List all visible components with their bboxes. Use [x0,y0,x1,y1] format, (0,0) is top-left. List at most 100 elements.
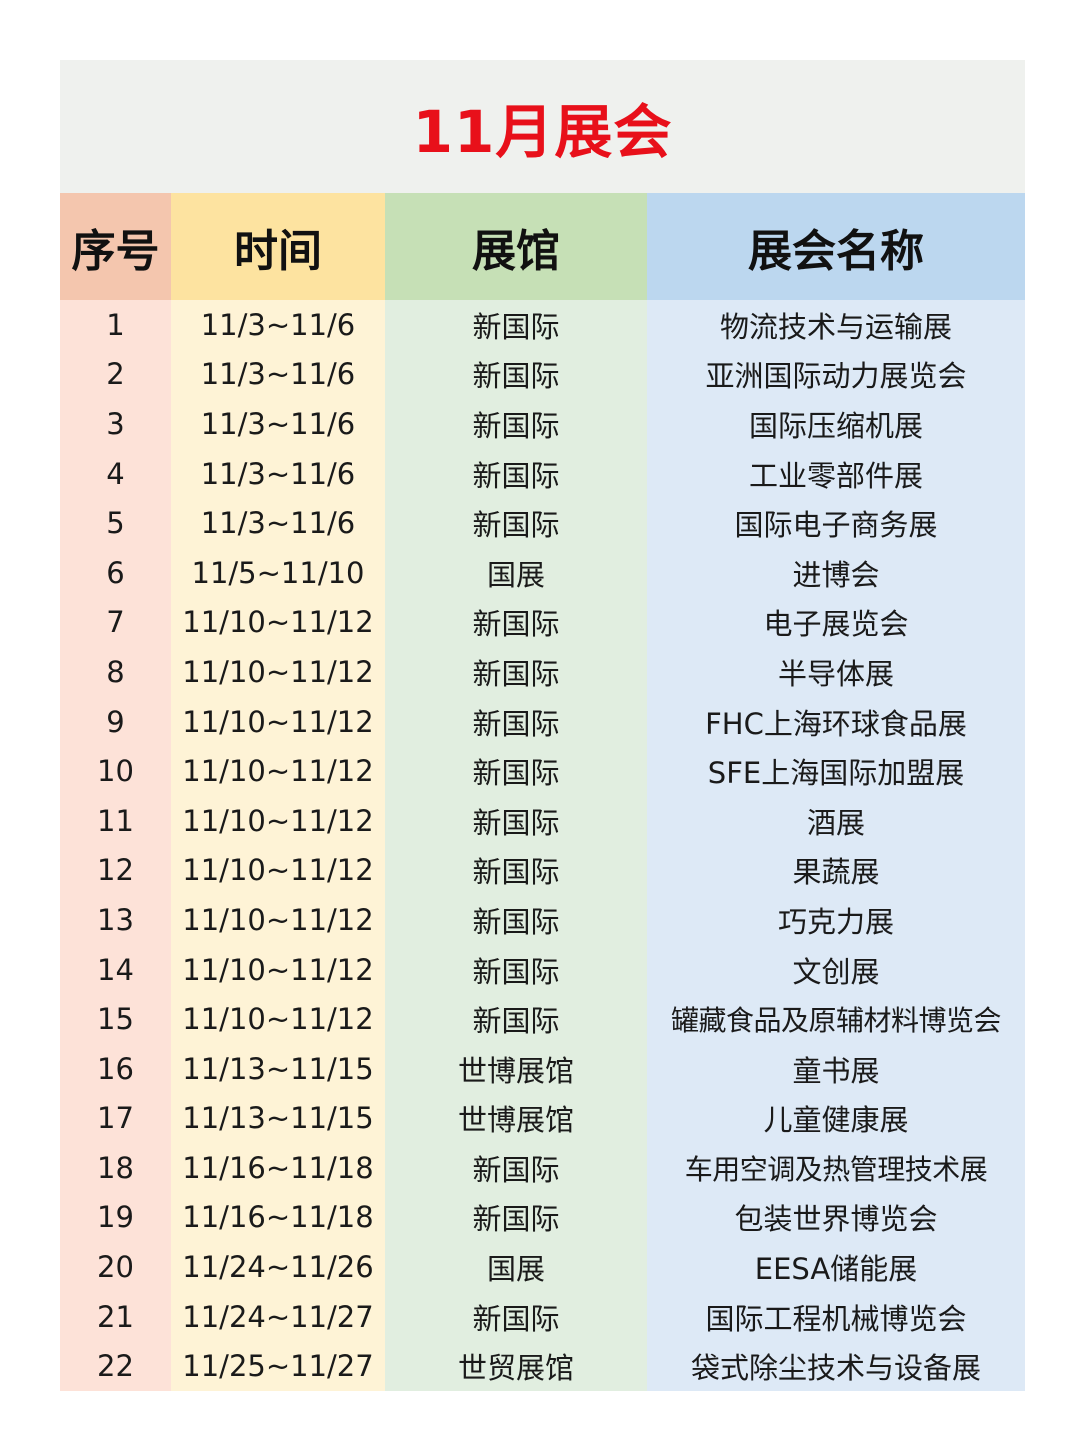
cell-index: 18 [60,1143,171,1193]
cell-index: 2 [60,349,171,400]
header-row: 序号 时间 展馆 展会名称 [60,193,1025,300]
table-row: 11 11/10~11/12 新国际 酒展 [60,795,1025,846]
table-row: 9 11/10~11/12 新国际 FHC上海环球食品展 [60,696,1025,747]
cell-venue: 新国际 [385,498,647,548]
cell-date: 11/10~11/12 [171,994,385,1044]
cell-index: 15 [60,994,171,1044]
cell-index: 22 [60,1341,171,1392]
cell-exhibition-name: 袋式除尘技术与设备展 [647,1341,1025,1392]
cell-venue: 新国际 [385,1291,647,1342]
cell-exhibition-name: 工业零部件展 [647,448,1025,499]
cell-date: 11/3~11/6 [171,300,385,350]
cell-index: 16 [60,1043,171,1094]
cell-exhibition-name: 包装世界博览会 [647,1192,1025,1243]
cell-exhibition-name: EESA储能展 [647,1242,1025,1292]
cell-index: 14 [60,944,171,995]
cell-date: 11/3~11/6 [171,448,385,499]
cell-date: 11/16~11/18 [171,1143,385,1193]
cell-venue: 新国际 [385,895,647,945]
cell-venue: 新国际 [385,448,647,499]
cell-date: 11/10~11/12 [171,647,385,697]
cell-index: 12 [60,845,171,896]
cell-exhibition-name: 亚洲国际动力展览会 [647,349,1025,400]
cell-venue: 新国际 [385,795,647,846]
cell-exhibition-name: 进博会 [647,547,1025,598]
cell-exhibition-name: 车用空调及热管理技术展 [647,1143,1025,1193]
cell-index: 19 [60,1192,171,1243]
cell-index: 8 [60,647,171,697]
cell-venue: 新国际 [385,1143,647,1193]
cell-index: 7 [60,597,171,648]
table-row: 17 11/13~11/15 世博展馆 儿童健康展 [60,1093,1025,1144]
cell-exhibition-name: 物流技术与运输展 [647,300,1025,350]
cell-exhibition-name: 半导体展 [647,647,1025,697]
table-row: 3 11/3~11/6 新国际 国际压缩机展 [60,399,1025,449]
cell-date: 11/10~11/12 [171,696,385,747]
cell-exhibition-name: 罐藏食品及原辅材料博览会 [647,994,1025,1044]
cell-date: 11/24~11/27 [171,1291,385,1342]
cell-venue: 世贸展馆 [385,1341,647,1392]
cell-venue: 新国际 [385,349,647,400]
table-row: 2 11/3~11/6 新国际 亚洲国际动力展览会 [60,349,1025,400]
table-row: 20 11/24~11/26 国展 EESA储能展 [60,1242,1025,1292]
cell-date: 11/10~11/12 [171,895,385,945]
exhibition-schedule: 11月展会 序号 时间 展馆 展会名称 1 11/3~11/6 新国际 物流技术与运输… [60,60,1025,1392]
cell-index: 17 [60,1093,171,1144]
cell-exhibition-name: 儿童健康展 [647,1093,1025,1144]
table-row: 4 11/3~11/6 新国际 工业零部件展 [60,448,1025,499]
cell-venue: 新国际 [385,1192,647,1243]
table-row: 7 11/10~11/12 新国际 电子展览会 [60,597,1025,648]
cell-venue: 新国际 [385,696,647,747]
cell-index: 6 [60,547,171,598]
cell-venue: 新国际 [385,994,647,1044]
cell-date: 11/25~11/27 [171,1341,385,1392]
cell-venue: 新国际 [385,597,647,648]
cell-date: 11/10~11/12 [171,597,385,648]
cell-exhibition-name: FHC上海环球食品展 [647,696,1025,747]
cell-venue: 新国际 [385,300,647,350]
table-row: 14 11/10~11/12 新国际 文创展 [60,944,1025,995]
cell-index: 4 [60,448,171,499]
header-venue: 展馆 [385,193,647,300]
table-row: 5 11/3~11/6 新国际 国际电子商务展 [60,498,1025,548]
header-exhibition-name: 展会名称 [647,193,1025,300]
table-row: 12 11/10~11/12 新国际 果蔬展 [60,845,1025,896]
table-row: 13 11/10~11/12 新国际 巧克力展 [60,895,1025,945]
cell-date: 11/3~11/6 [171,399,385,449]
cell-venue: 世博展馆 [385,1093,647,1144]
table-row: 15 11/10~11/12 新国际 罐藏食品及原辅材料博览会 [60,994,1025,1044]
cell-exhibition-name: 巧克力展 [647,895,1025,945]
cell-date: 11/3~11/6 [171,498,385,548]
cell-exhibition-name: 果蔬展 [647,845,1025,896]
cell-date: 11/10~11/12 [171,944,385,995]
cell-venue: 新国际 [385,845,647,896]
cell-date: 11/13~11/15 [171,1043,385,1094]
cell-index: 13 [60,895,171,945]
cell-venue: 新国际 [385,746,647,796]
cell-exhibition-name: 童书展 [647,1043,1025,1094]
cell-venue: 新国际 [385,944,647,995]
table-row: 8 11/10~11/12 新国际 半导体展 [60,647,1025,697]
cell-date: 11/5~11/10 [171,547,385,598]
cell-date: 11/10~11/12 [171,845,385,896]
cell-venue: 国展 [385,1242,647,1292]
cell-exhibition-name: 酒展 [647,795,1025,846]
table-row: 21 11/24~11/27 新国际 国际工程机械博览会 [60,1291,1025,1342]
cell-date: 11/10~11/12 [171,795,385,846]
page-title: 11月展会 [412,97,673,166]
cell-exhibition-name: 电子展览会 [647,597,1025,648]
cell-exhibition-name: 国际工程机械博览会 [647,1291,1025,1342]
cell-index: 10 [60,746,171,796]
table-row: 18 11/16~11/18 新国际 车用空调及热管理技术展 [60,1143,1025,1193]
cell-venue: 国展 [385,547,647,598]
cell-index: 5 [60,498,171,548]
cell-index: 3 [60,399,171,449]
cell-exhibition-name: SFE上海国际加盟展 [647,746,1025,796]
table-row: 10 11/10~11/12 新国际 SFE上海国际加盟展 [60,746,1025,796]
header-index: 序号 [60,193,171,300]
header-date: 时间 [171,193,385,300]
cell-exhibition-name: 文创展 [647,944,1025,995]
table-row: 22 11/25~11/27 世贸展馆 袋式除尘技术与设备展 [60,1341,1025,1392]
cell-index: 20 [60,1242,171,1292]
cell-date: 11/10~11/12 [171,746,385,796]
